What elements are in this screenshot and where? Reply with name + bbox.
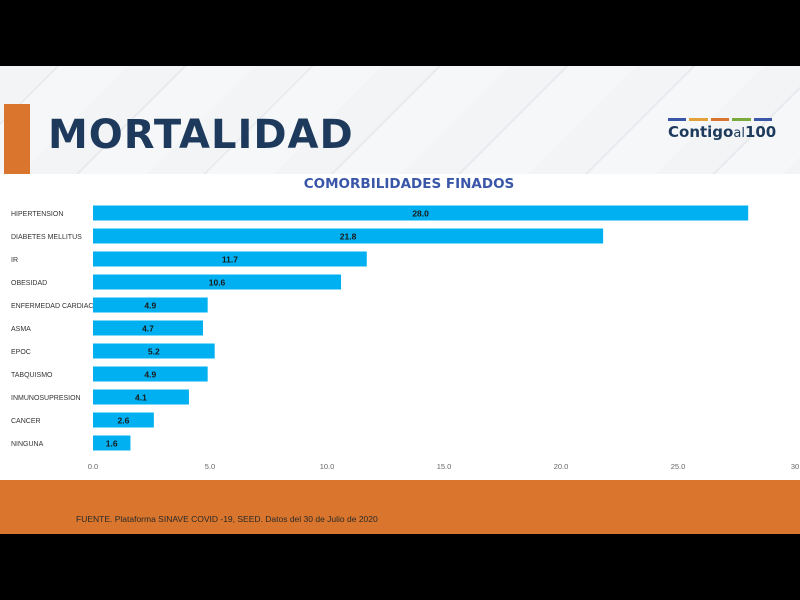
x-tick-label: 30: [791, 462, 799, 471]
data-label: 2.6: [118, 416, 130, 426]
category-label: DIABETES MELLITUS: [11, 234, 82, 241]
data-label: 5.2: [148, 347, 160, 357]
x-tick-label: 5.0: [205, 462, 215, 471]
chart-title: COMORBILIDADES FINADOS: [303, 176, 515, 192]
logo-text-al: al: [733, 126, 745, 141]
category-label: IR: [11, 257, 18, 264]
data-label: 4.7: [142, 324, 154, 334]
bar: [93, 251, 367, 267]
bar-chart: HIPERTENSION 28.0 DIABETES MELLITUS 21.8 IR 1…: [11, 205, 799, 471]
data-label: 10.6: [209, 278, 226, 288]
data-label: 4.9: [144, 370, 156, 380]
category-label: CANCER: [11, 418, 41, 425]
category-label: ENFERMEDAD CARDIACA: [11, 303, 98, 310]
data-label: 28.0: [412, 209, 429, 219]
bar: [93, 274, 342, 290]
slide-header: MORTALIDAD Contigoal100: [0, 66, 800, 174]
slide-footer: FUENTE. Plataforma SINAVE COVID -19, SEE…: [0, 480, 800, 534]
category-label: OBESIDAD: [11, 280, 47, 287]
data-label: 4.1: [135, 393, 147, 403]
x-tick-label: 0.0: [88, 462, 98, 471]
logo-stripe: [689, 118, 708, 121]
logo-stripe: [668, 118, 687, 121]
accent-bar: [4, 104, 30, 174]
category-label: TABQUISMO: [11, 372, 53, 379]
bar: [93, 205, 749, 221]
bar: [93, 297, 208, 313]
logo-stripe: [732, 118, 751, 121]
x-tick-label: 15.0: [437, 462, 452, 471]
source-note: FUENTE. Plataforma SINAVE COVID -19, SEE…: [76, 514, 378, 524]
data-label: 11.7: [222, 255, 238, 265]
x-tick-label: 20.0: [554, 462, 569, 471]
bar: [93, 389, 189, 405]
slide: MORTALIDAD Contigoal100 COMORBILIDADES F…: [0, 66, 800, 534]
category-label: HIPERTENSION: [11, 211, 63, 218]
data-label: 21.8: [340, 232, 357, 242]
bar: [93, 366, 208, 382]
logo-stripe: [710, 118, 730, 121]
logo-text: Contigoal100: [668, 123, 776, 141]
x-tick-label: 25.0: [671, 462, 686, 471]
contigo-al-100-logo: Contigoal100: [668, 118, 776, 148]
logo-text-num: 100: [744, 123, 777, 141]
bar: [93, 343, 215, 359]
logo-stripe: [753, 118, 773, 121]
x-tick-label: 10.0: [320, 462, 335, 471]
bar: [93, 228, 604, 244]
bar: [93, 435, 131, 451]
slide-title: MORTALIDAD: [48, 112, 354, 158]
category-label: EPOC: [11, 349, 31, 356]
category-label: ASMA: [11, 326, 31, 333]
data-label: 4.9: [144, 301, 156, 311]
category-label: INMUNOSUPRESION: [11, 395, 81, 402]
logo-stripes: [668, 118, 773, 121]
bar: [93, 320, 203, 336]
bar: [93, 412, 154, 428]
data-label: 1.6: [106, 439, 118, 449]
logo-text-main: Contigo: [668, 123, 734, 141]
category-label: NINGUNA: [11, 441, 44, 448]
